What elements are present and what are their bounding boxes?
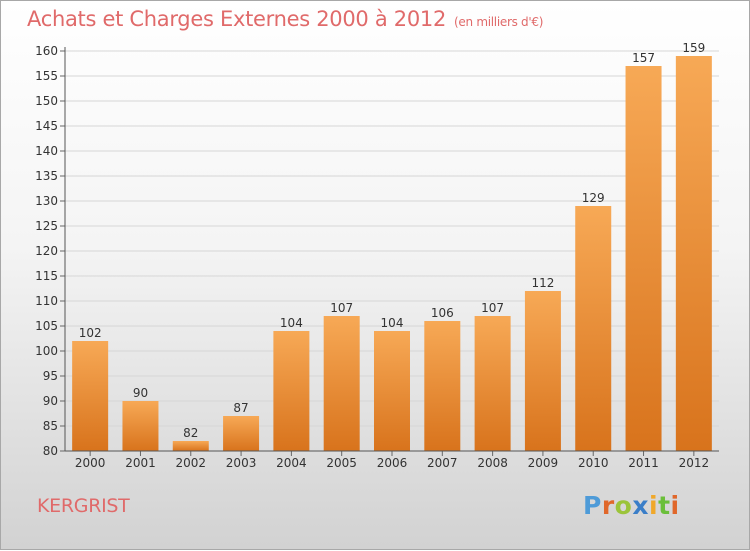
bar-value-label: 112: [531, 276, 554, 290]
y-tick-label: 130: [35, 194, 58, 208]
bar: [273, 331, 310, 451]
y-tick-label: 95: [43, 369, 58, 383]
bar-value-label: 90: [133, 386, 148, 400]
bar: [424, 321, 461, 451]
bars: 102 90 82 87 104 107 104 106 107 112 129 157 159: [72, 41, 712, 451]
logo-letter: i: [670, 491, 680, 520]
x-tick-label: 2001: [125, 456, 156, 470]
y-tick-label: 120: [35, 244, 58, 258]
bar-value-label: 106: [431, 306, 454, 320]
logo-letter: o: [614, 491, 633, 520]
x-tick-label: 2011: [628, 456, 659, 470]
bar: [223, 416, 260, 451]
bar-value-label: 82: [183, 426, 198, 440]
x-tick-label: 2008: [477, 456, 508, 470]
y-tick-label: 105: [35, 319, 58, 333]
commune-name: KERGRIST: [37, 495, 130, 517]
x-tick-label: 2000: [75, 456, 106, 470]
logo-letter: t: [658, 491, 671, 520]
bar: [172, 441, 209, 451]
bar-value-label: 104: [381, 316, 404, 330]
proxiti-logo: Proxiti: [583, 491, 680, 520]
y-tick-label: 85: [43, 419, 58, 433]
x-tick-label: 2003: [226, 456, 257, 470]
logo-letter: P: [583, 491, 602, 520]
y-tick-label: 155: [35, 69, 58, 83]
bar: [474, 316, 511, 451]
bar: [323, 316, 360, 451]
y-tick-label: 150: [35, 94, 58, 108]
bar-value-label: 159: [682, 41, 705, 55]
bar-value-label: 107: [330, 301, 353, 315]
bar: [625, 66, 662, 451]
y-tick-label: 80: [43, 444, 58, 458]
y-tick-label: 145: [35, 119, 58, 133]
bar-value-label: 104: [280, 316, 303, 330]
bar-value-label: 102: [79, 326, 102, 340]
logo-letter: i: [649, 491, 659, 520]
bar-value-label: 107: [481, 301, 504, 315]
x-tick-label: 2010: [578, 456, 609, 470]
x-tick-label: 2004: [276, 456, 307, 470]
chart-title-text: Achats et Charges Externes 2000 à 2012: [27, 7, 447, 31]
y-tick-label: 100: [35, 344, 58, 358]
chart-title: Achats et Charges Externes 2000 à 2012 (e…: [27, 7, 543, 31]
axes: 80 85 90 95 100 105 110 115 120 125 130 135 140 145 15…: [35, 44, 719, 470]
y-tick-label: 110: [35, 294, 58, 308]
logo-letter: r: [601, 491, 615, 520]
bar: [675, 56, 712, 451]
bar: [72, 341, 109, 451]
bar: [524, 291, 561, 451]
y-tick-label: 140: [35, 144, 58, 158]
bar: [575, 206, 612, 451]
bar: [122, 401, 159, 451]
logo-letter: x: [632, 491, 649, 520]
x-tick-label: 2005: [326, 456, 357, 470]
x-tick-label: 2012: [679, 456, 710, 470]
x-tick-label: 2002: [175, 456, 206, 470]
y-tick-label: 90: [43, 394, 58, 408]
x-tick-label: 2009: [528, 456, 559, 470]
x-tick-label: 2006: [377, 456, 408, 470]
bar-value-label: 157: [632, 51, 655, 65]
bar-value-label: 87: [233, 401, 248, 415]
y-tick-label: 135: [35, 169, 58, 183]
bar-value-label: 129: [582, 191, 605, 205]
chart-unit: (en milliers d'€): [454, 15, 544, 29]
x-tick-label: 2007: [427, 456, 458, 470]
y-tick-label: 125: [35, 219, 58, 233]
bar: [374, 331, 410, 451]
y-tick-label: 115: [35, 269, 58, 283]
y-tick-label: 160: [35, 44, 58, 58]
